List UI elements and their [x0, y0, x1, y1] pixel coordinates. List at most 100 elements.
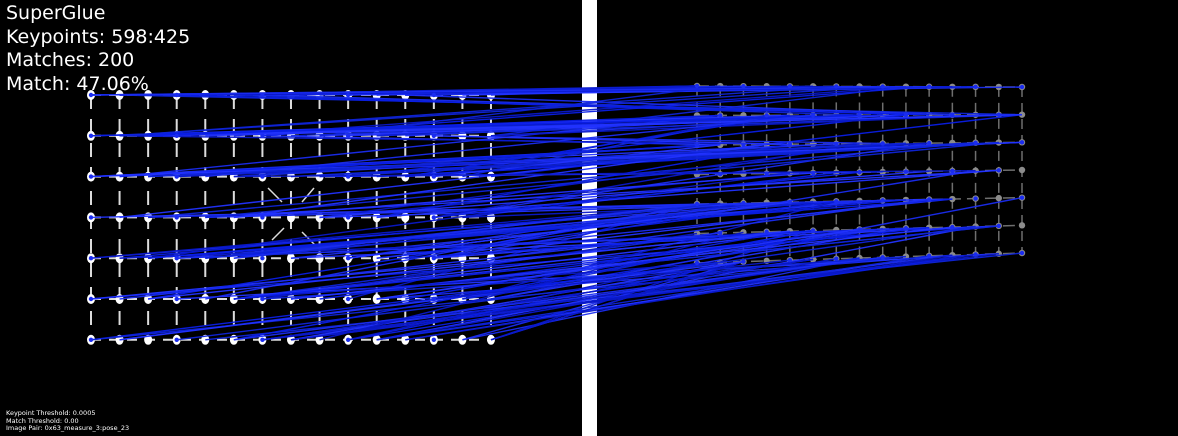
match-endpoint	[345, 296, 351, 302]
match-endpoint	[926, 197, 932, 202]
match-line	[233, 229, 814, 300]
match-endpoint	[880, 198, 885, 203]
match-endpoint	[174, 133, 179, 138]
match-line	[433, 144, 721, 178]
match-endpoint	[1019, 250, 1025, 256]
left-keypoint	[144, 334, 153, 345]
match-endpoint	[431, 92, 437, 98]
match-line	[490, 114, 999, 137]
match-line	[233, 256, 883, 341]
match-line	[233, 144, 698, 178]
match-line	[119, 135, 790, 145]
match-line	[148, 198, 953, 259]
match-line	[119, 114, 721, 178]
match-endpoint	[694, 142, 700, 148]
match-line	[376, 255, 930, 341]
match-endpoint	[174, 337, 179, 342]
match-endpoint	[903, 112, 909, 118]
match-line	[376, 253, 976, 341]
match-endpoint	[857, 227, 862, 232]
match-line	[376, 228, 860, 300]
match-endpoint	[345, 133, 351, 138]
match-endpoint	[950, 168, 955, 174]
match-endpoint	[880, 84, 885, 89]
match-line	[490, 260, 744, 341]
match-endpoint	[718, 171, 723, 177]
match-line	[233, 85, 906, 137]
match-endpoint	[174, 92, 179, 98]
match-endpoint	[260, 215, 265, 220]
match-endpoint	[973, 84, 978, 90]
board-marker-line	[271, 227, 285, 241]
match-endpoint	[903, 169, 909, 174]
match-endpoint	[174, 256, 179, 261]
match-endpoint	[345, 337, 351, 342]
match-line	[148, 142, 906, 178]
match-endpoint	[810, 113, 816, 118]
match-endpoint	[174, 174, 179, 179]
match-endpoint	[431, 133, 437, 138]
matches-count: Matches: 200	[6, 49, 135, 71]
match-endpoint	[260, 92, 265, 98]
match-line	[405, 114, 790, 178]
match-rate: Match: 47.06%	[6, 72, 149, 95]
match-line	[233, 143, 767, 219]
match-endpoint	[1019, 195, 1025, 200]
match-line	[148, 230, 790, 300]
match-line	[262, 258, 814, 341]
match-line	[433, 259, 790, 300]
match-endpoint	[174, 296, 179, 302]
match-line	[233, 261, 721, 300]
match-line	[90, 114, 860, 137]
match-endpoint	[431, 174, 437, 179]
method-title: SuperGlue	[6, 2, 106, 24]
match-endpoint	[973, 196, 978, 201]
match-endpoint	[926, 84, 932, 89]
match-threshold: Match Threshold: 0.00	[6, 416, 79, 425]
keypoint-threshold: Keypoint Threshold: 0.0005	[6, 409, 96, 418]
match-endpoint	[1019, 140, 1025, 145]
match-line	[433, 135, 790, 145]
match-endpoint	[787, 142, 793, 147]
match-line	[348, 201, 790, 259]
match-endpoint	[718, 113, 723, 118]
match-endpoint	[834, 199, 839, 204]
match-endpoint	[741, 142, 746, 147]
match-line	[490, 198, 930, 259]
match-endpoint	[718, 230, 723, 236]
right-keypoint	[995, 194, 1002, 202]
match-endpoint	[834, 84, 839, 89]
left-keypoint	[401, 212, 410, 223]
match-line	[319, 231, 744, 341]
match-line	[233, 172, 814, 219]
match-endpoint	[764, 113, 769, 118]
match-line	[262, 255, 906, 300]
match-line	[405, 229, 814, 259]
match-endpoint	[834, 256, 839, 261]
match-line	[205, 114, 814, 178]
match-endpoint	[694, 83, 700, 89]
match-endpoint	[787, 84, 793, 89]
match-endpoint	[1019, 84, 1025, 90]
match-endpoint	[88, 256, 94, 261]
match-endpoint	[431, 337, 437, 342]
match-line	[433, 142, 860, 219]
match-endpoint	[926, 140, 932, 146]
match-endpoint	[764, 229, 769, 234]
match-endpoint	[174, 215, 179, 220]
match-endpoint	[345, 256, 351, 261]
match-line	[348, 114, 907, 178]
match-endpoint	[345, 174, 351, 179]
match-endpoint	[260, 174, 265, 179]
match-endpoint	[431, 296, 437, 302]
match-line	[119, 260, 744, 341]
match-endpoint	[88, 92, 94, 98]
match-endpoint	[345, 92, 351, 98]
match-line	[90, 141, 1023, 178]
match-line	[148, 114, 721, 137]
match-line	[176, 226, 930, 259]
match-endpoint	[431, 215, 437, 220]
match-line	[148, 142, 976, 219]
match-endpoint	[260, 133, 265, 138]
